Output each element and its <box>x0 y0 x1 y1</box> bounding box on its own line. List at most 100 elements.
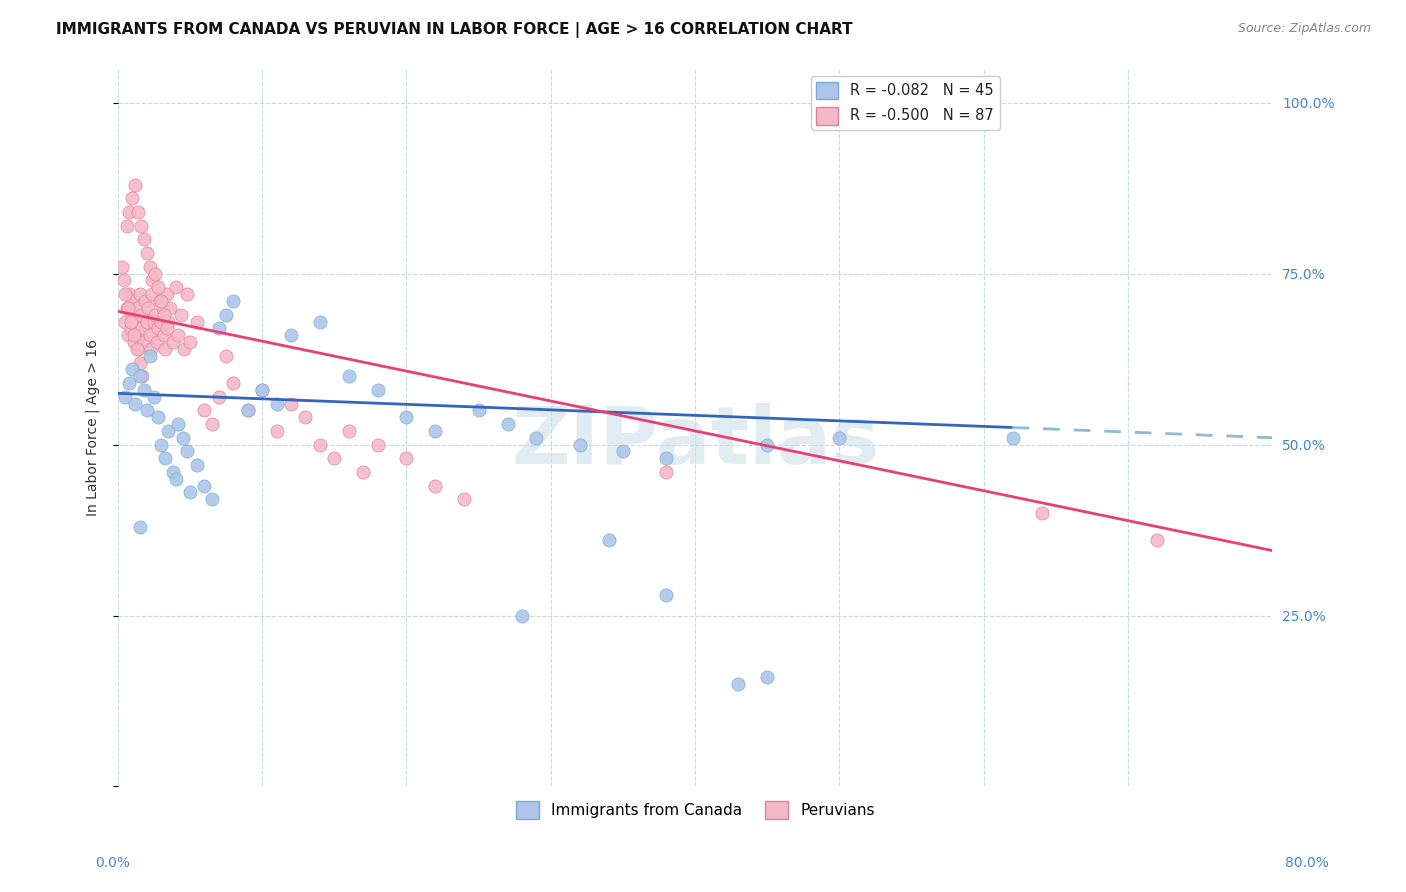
Point <box>186 314 208 328</box>
Point <box>112 273 135 287</box>
Point <box>128 287 150 301</box>
Point <box>121 191 143 205</box>
Text: IMMIGRANTS FROM CANADA VS PERUVIAN IN LABOR FORCE | AGE > 16 CORRELATION CHART: IMMIGRANTS FROM CANADA VS PERUVIAN IN LA… <box>56 22 853 38</box>
Point <box>138 349 160 363</box>
Point <box>467 403 489 417</box>
Point <box>122 334 145 349</box>
Point <box>201 417 224 431</box>
Point <box>148 280 170 294</box>
Point <box>125 342 148 356</box>
Point <box>121 308 143 322</box>
Point <box>179 334 201 349</box>
Point <box>215 349 238 363</box>
Point <box>280 328 302 343</box>
Point <box>149 293 172 308</box>
Point <box>395 410 418 425</box>
Point <box>280 396 302 410</box>
Point <box>141 273 163 287</box>
Point <box>131 321 153 335</box>
Point <box>727 677 749 691</box>
Point <box>524 431 547 445</box>
Point <box>425 424 447 438</box>
Point <box>167 328 190 343</box>
Legend: Immigrants from Canada, Peruvians: Immigrants from Canada, Peruvians <box>509 795 880 825</box>
Point <box>132 232 155 246</box>
Point <box>215 308 238 322</box>
Point <box>222 376 245 390</box>
Point <box>121 293 143 308</box>
Point <box>153 308 176 322</box>
Point <box>167 417 190 431</box>
Point <box>128 519 150 533</box>
Point <box>136 301 159 315</box>
Point <box>165 472 187 486</box>
Point <box>165 280 187 294</box>
Text: Source: ZipAtlas.com: Source: ZipAtlas.com <box>1237 22 1371 36</box>
Point <box>115 219 138 233</box>
Point <box>114 314 136 328</box>
Point <box>208 321 231 335</box>
Point <box>118 205 141 219</box>
Point <box>1031 506 1053 520</box>
Point <box>337 424 360 438</box>
Point <box>395 451 418 466</box>
Point <box>138 260 160 274</box>
Point <box>155 342 177 356</box>
Point <box>117 301 139 315</box>
Point <box>266 424 288 438</box>
Point <box>236 403 259 417</box>
Point <box>134 293 156 308</box>
Point <box>162 334 184 349</box>
Point <box>124 396 146 410</box>
Point <box>127 205 149 219</box>
Point <box>173 342 195 356</box>
Point <box>756 437 779 451</box>
Point <box>236 403 259 417</box>
Point <box>655 451 678 466</box>
Point <box>125 301 148 315</box>
Point <box>337 369 360 384</box>
Point <box>141 287 163 301</box>
Point <box>120 321 142 335</box>
Point <box>179 485 201 500</box>
Point <box>127 342 149 356</box>
Point <box>1001 431 1024 445</box>
Point <box>142 390 165 404</box>
Point <box>129 308 152 322</box>
Point <box>323 451 346 466</box>
Point <box>148 321 170 335</box>
Point <box>120 314 142 328</box>
Point <box>250 383 273 397</box>
Point <box>250 383 273 397</box>
Point <box>122 328 145 343</box>
Point <box>111 260 134 274</box>
Point <box>150 437 173 451</box>
Point <box>115 301 138 315</box>
Point <box>828 431 851 445</box>
Point <box>1146 533 1168 548</box>
Point <box>142 314 165 328</box>
Point <box>114 390 136 404</box>
Text: 80.0%: 80.0% <box>1285 855 1329 870</box>
Point <box>132 383 155 397</box>
Point <box>121 362 143 376</box>
Point <box>159 301 181 315</box>
Point <box>309 437 332 451</box>
Point <box>655 465 678 479</box>
Point <box>152 301 174 315</box>
Point <box>128 328 150 343</box>
Point <box>266 396 288 410</box>
Point <box>135 314 157 328</box>
Point <box>139 342 162 356</box>
Point <box>138 328 160 343</box>
Point <box>172 431 194 445</box>
Point <box>150 293 173 308</box>
Point <box>170 308 193 322</box>
Point <box>129 219 152 233</box>
Point <box>208 390 231 404</box>
Text: 0.0%: 0.0% <box>96 855 131 870</box>
Point <box>118 376 141 390</box>
Point <box>943 95 966 110</box>
Y-axis label: In Labor Force | Age > 16: In Labor Force | Age > 16 <box>86 339 100 516</box>
Point <box>162 465 184 479</box>
